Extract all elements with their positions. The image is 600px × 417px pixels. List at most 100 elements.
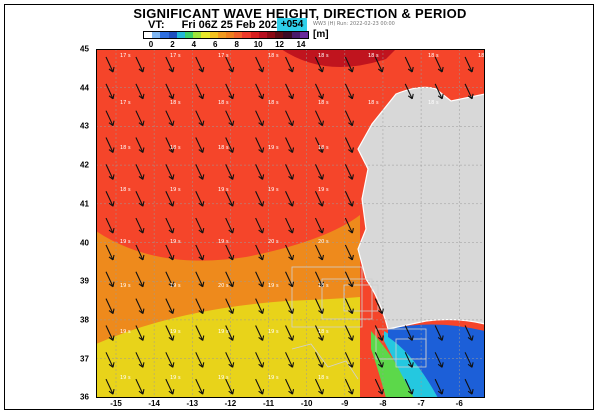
- colorbar-tick-label: 2: [170, 40, 175, 49]
- wave-direction-arrow: [314, 298, 325, 315]
- colorbar-tick-label: 10: [253, 40, 263, 49]
- wave-direction-arrow: [285, 83, 295, 100]
- period-label: 18 s: [120, 187, 131, 193]
- wave-direction-arrow: [195, 378, 205, 395]
- period-label: 19 s: [170, 283, 181, 289]
- period-label: 19 s: [218, 329, 229, 335]
- longitude-tick-label: -8: [379, 399, 387, 408]
- wave-direction-arrow: [255, 298, 265, 315]
- wave-direction-arrow: [464, 83, 474, 100]
- wave-direction-arrow: [105, 83, 115, 100]
- period-label: 17 s: [170, 53, 181, 59]
- wave-direction-arrow: [195, 110, 205, 127]
- sub-domain-outline: [291, 343, 359, 380]
- period-label: 18 s: [368, 100, 379, 106]
- colorbar-swatch: [250, 32, 259, 38]
- wave-direction-arrow: [165, 110, 175, 127]
- colorbar-tick-label: 0: [148, 40, 154, 49]
- wave-direction-arrow: [255, 83, 265, 100]
- wave-direction-arrow: [135, 137, 145, 153]
- wave-direction-arrow: [105, 244, 115, 261]
- period-label: 17 s: [120, 100, 131, 106]
- wave-direction-arrow: [195, 244, 205, 261]
- wave-direction-arrows: [105, 56, 474, 395]
- wave-direction-arrow: [105, 164, 115, 180]
- wave-direction-arrow: [404, 325, 414, 341]
- wave-map: 17 s 17 s 17 s 18 s 18 s 18 s 18 s 18 s 17 s 18 s…: [96, 49, 485, 398]
- wave-direction-arrow: [105, 325, 115, 341]
- colorbar-tick-label: 4: [191, 40, 197, 49]
- period-label: 19 s: [268, 375, 279, 381]
- colorbar-swatch: [168, 32, 177, 38]
- sea-blue-region: [388, 324, 485, 398]
- wave-direction-arrow: [344, 271, 354, 288]
- wave-direction-arrow: [225, 217, 235, 234]
- period-label: 19 s: [120, 329, 131, 335]
- wave-direction-arrow: [255, 190, 265, 207]
- wave-direction-arrow: [464, 378, 474, 395]
- wave-direction-arrow: [464, 325, 474, 341]
- wave-direction-arrow: [165, 271, 175, 288]
- wave-direction-arrow: [314, 83, 325, 100]
- wave-direction-arrow: [434, 325, 444, 341]
- wave-direction-arrow: [135, 298, 145, 315]
- wave-direction-arrow: [255, 325, 265, 341]
- wave-direction-arrow: [165, 56, 175, 73]
- wave-direction-arrow: [135, 110, 145, 127]
- wave-direction-arrow: [135, 271, 145, 288]
- period-label: 19 s: [218, 239, 229, 245]
- wave-direction-arrow: [344, 110, 354, 127]
- colorbar-swatch: [226, 32, 235, 38]
- colorbar-tick-label: 14: [296, 40, 306, 49]
- wave-direction-arrow: [255, 137, 265, 153]
- wave-direction-arrow: [195, 325, 205, 341]
- latitude-tick-label: 44: [80, 83, 89, 93]
- wave-direction-arrow: [225, 378, 235, 395]
- longitude-tick-label: -12: [224, 399, 237, 408]
- colorbar-swatch: [275, 32, 284, 38]
- wave-direction-arrow: [255, 244, 265, 261]
- latitude-tick-label: 36: [80, 392, 89, 402]
- wave-direction-arrow: [105, 298, 115, 315]
- colorbar-swatch: [193, 32, 202, 38]
- latitude-tick-label: 38: [80, 315, 89, 325]
- sub-domain-box: [321, 278, 373, 320]
- vt-label: VT:: [148, 19, 165, 31]
- period-label: 18 s: [318, 145, 329, 151]
- period-label: 18 s: [368, 53, 379, 59]
- chart-title: SIGNIFICANT WAVE HEIGHT, DIRECTION & PER…: [133, 6, 467, 21]
- wave-direction-arrow: [344, 352, 354, 368]
- latitude-tick-label: 43: [80, 121, 89, 131]
- sea-darkred-region: [281, 49, 396, 67]
- wave-direction-arrow: [314, 352, 325, 368]
- period-label: 18 s: [268, 100, 279, 106]
- colorbar-unit: [m]: [313, 29, 329, 40]
- wave-direction-arrow: [344, 244, 354, 261]
- wave-direction-arrow: [195, 271, 205, 288]
- colorbar: [143, 31, 309, 39]
- wave-direction-arrow: [225, 190, 235, 207]
- period-label: 19 s: [268, 145, 279, 151]
- wave-direction-arrow: [195, 56, 205, 73]
- wave-direction-arrow: [165, 298, 175, 315]
- model-run-info: WW3 (H) Run: 2022-02-23 00:00: [313, 21, 395, 27]
- wave-direction-arrow: [404, 352, 414, 368]
- colorbar-swatch: [267, 32, 276, 38]
- wave-direction-arrow: [285, 137, 295, 153]
- wave-direction-arrow: [225, 271, 235, 288]
- land-iberia: [357, 86, 485, 330]
- wave-direction-arrow: [135, 244, 145, 261]
- wave-direction-arrow: [285, 352, 295, 368]
- wave-direction-arrow: [135, 217, 145, 234]
- period-label: 19 s: [318, 187, 329, 193]
- period-label: 18 s: [318, 100, 329, 106]
- period-label: 18 s: [318, 53, 329, 59]
- colorbar-swatch: [144, 32, 153, 38]
- wave-direction-arrow: [255, 110, 265, 127]
- wave-direction-arrow: [434, 352, 444, 368]
- wave-direction-arrow: [285, 325, 295, 341]
- period-label: 19 s: [218, 375, 229, 381]
- wave-direction-arrow: [344, 190, 354, 207]
- longitude-tick-label: -7: [417, 399, 425, 408]
- wave-direction-arrow: [404, 56, 414, 73]
